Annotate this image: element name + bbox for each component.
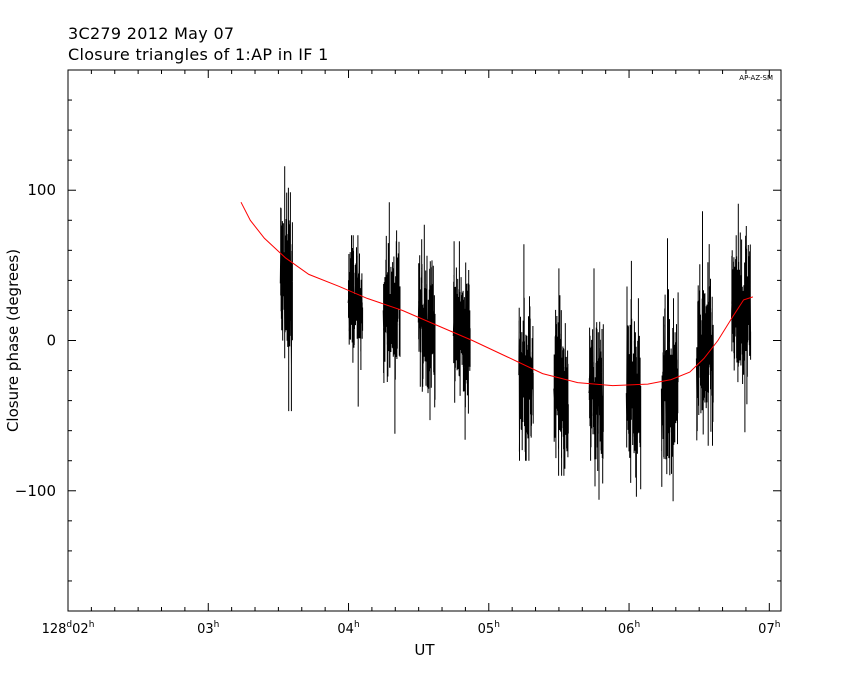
x-tick-label: 03h [197, 620, 219, 637]
plot-frame [67, 69, 782, 612]
model-curve [240, 201, 754, 387]
x-tick-label: 128d02h [42, 620, 95, 637]
y-tick-label: 100 [27, 181, 56, 199]
scan-bars [452, 241, 471, 440]
y-tick-label: −100 [15, 482, 56, 500]
x-tick-labels: 128d02h 03h 04h 05h 06h 07h [42, 620, 781, 637]
corner-label: AP-AZ-SM [739, 74, 773, 82]
scan-bars [518, 244, 534, 461]
scan-bars [553, 268, 569, 476]
x-tick-label: 05h [478, 620, 500, 637]
scan-bars [588, 268, 604, 500]
scan-bars [417, 224, 436, 421]
scan-bars [731, 203, 752, 433]
y-axis-label: Closure phase (degrees) [4, 249, 22, 432]
chart-title: 3C279 2012 May 07 [68, 24, 235, 43]
scan-bars [347, 235, 364, 407]
chart-subtitle: Closure triangles of 1:AP in IF 1 [68, 45, 329, 64]
scan-bars [382, 202, 401, 434]
scan-bars [625, 260, 642, 497]
x-tick-label: 04h [337, 620, 359, 637]
data-scans [279, 166, 752, 502]
scan-bars [660, 238, 679, 502]
x-tick-label: 07h [758, 620, 780, 637]
y-tick-label: 0 [46, 332, 56, 350]
y-tick-labels: 100 0 −100 [15, 181, 56, 500]
x-axis-label: UT [414, 641, 435, 659]
scan-bars [695, 211, 714, 446]
x-tick-label: 06h [618, 620, 640, 637]
scan-bars [279, 166, 293, 412]
